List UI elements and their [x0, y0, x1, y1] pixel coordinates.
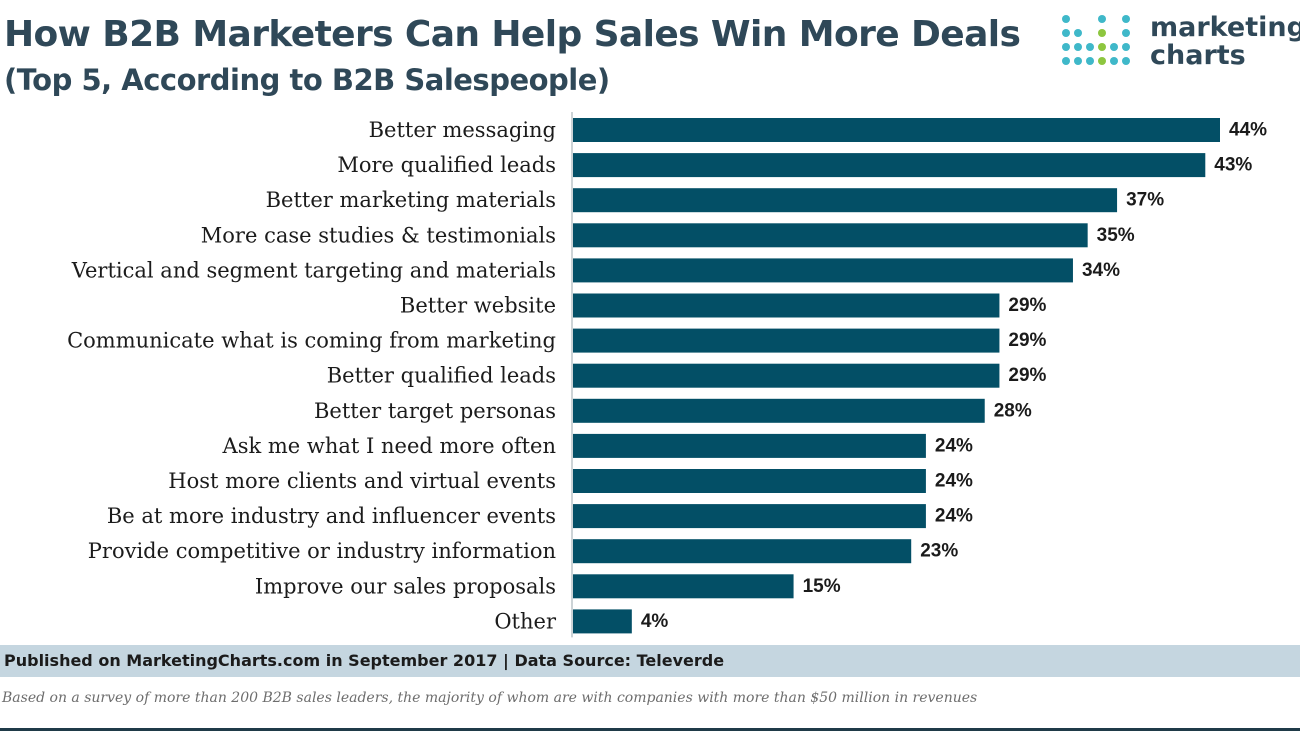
data-label: 24%	[935, 506, 973, 527]
category-label: Better target personas	[314, 399, 556, 423]
bar	[573, 609, 632, 634]
bar	[573, 223, 1088, 248]
category-label: Ask me what I need more often	[222, 434, 556, 458]
bar	[573, 118, 1220, 142]
data-label: 15%	[803, 576, 841, 597]
bar	[573, 469, 926, 493]
bar	[573, 433, 926, 458]
category-label: More qualified leads	[337, 153, 556, 177]
category-label: Be at more industry and influencer event…	[107, 504, 556, 528]
bar	[573, 258, 1073, 283]
category-label: Other	[494, 609, 557, 633]
bar	[573, 539, 912, 564]
chart-subtitle: (Top 5, According to B2B Salespeople)	[4, 63, 610, 97]
category-label: Communicate what is coming from marketin…	[67, 329, 556, 353]
marketing-charts-logo: marketing charts	[1060, 12, 1300, 82]
category-label: Better messaging	[369, 118, 556, 142]
data-label: 34%	[1082, 260, 1120, 281]
data-label: 28%	[994, 400, 1032, 421]
data-label: 44%	[1229, 120, 1267, 141]
category-label: Host more clients and virtual events	[168, 469, 556, 493]
bar-chart: Better messaging 44% More qualified leads 4…	[67, 112, 1267, 638]
bar	[573, 188, 1118, 213]
bar	[573, 398, 985, 423]
logo-dots-icon	[1062, 15, 1130, 65]
data-label: 23%	[920, 541, 958, 562]
logo-line-1: marketing	[1150, 12, 1300, 43]
data-label: 24%	[935, 435, 973, 456]
category-label: Better marketing materials	[266, 188, 556, 212]
data-label: 4%	[641, 611, 669, 632]
category-label: More case studies & testimonials	[201, 223, 556, 247]
category-label: Improve our sales proposals	[255, 574, 556, 598]
bar	[573, 363, 1000, 388]
bar	[573, 504, 926, 529]
category-label: Better website	[400, 294, 556, 318]
bottom-divider	[0, 728, 1300, 731]
category-label: Provide competitive or industry informat…	[88, 539, 556, 563]
logo-wordmark: marketing charts	[1150, 14, 1300, 70]
published-source: Published on MarketingCharts.com in Sept…	[4, 651, 725, 670]
logo-line-2: charts	[1150, 40, 1246, 71]
data-label: 29%	[1008, 365, 1046, 386]
bar	[573, 328, 1000, 353]
category-label: Better qualified leads	[327, 364, 556, 388]
chart-title: How B2B Marketers Can Help Sales Win Mor…	[4, 14, 1021, 55]
bar	[573, 153, 1206, 178]
data-label: 29%	[1008, 295, 1046, 316]
data-label: 43%	[1214, 155, 1252, 176]
category-label: Vertical and segment targeting and mater…	[71, 258, 556, 282]
data-label: 24%	[935, 471, 973, 492]
methodology-note: Based on a survey of more than 200 B2B s…	[2, 690, 978, 706]
bar	[573, 293, 1000, 318]
footer-bar: Published on MarketingCharts.com in Sept…	[0, 645, 1300, 677]
data-label: 29%	[1008, 330, 1046, 351]
bar	[573, 574, 794, 599]
data-label: 37%	[1126, 190, 1164, 211]
data-label: 35%	[1097, 225, 1135, 246]
